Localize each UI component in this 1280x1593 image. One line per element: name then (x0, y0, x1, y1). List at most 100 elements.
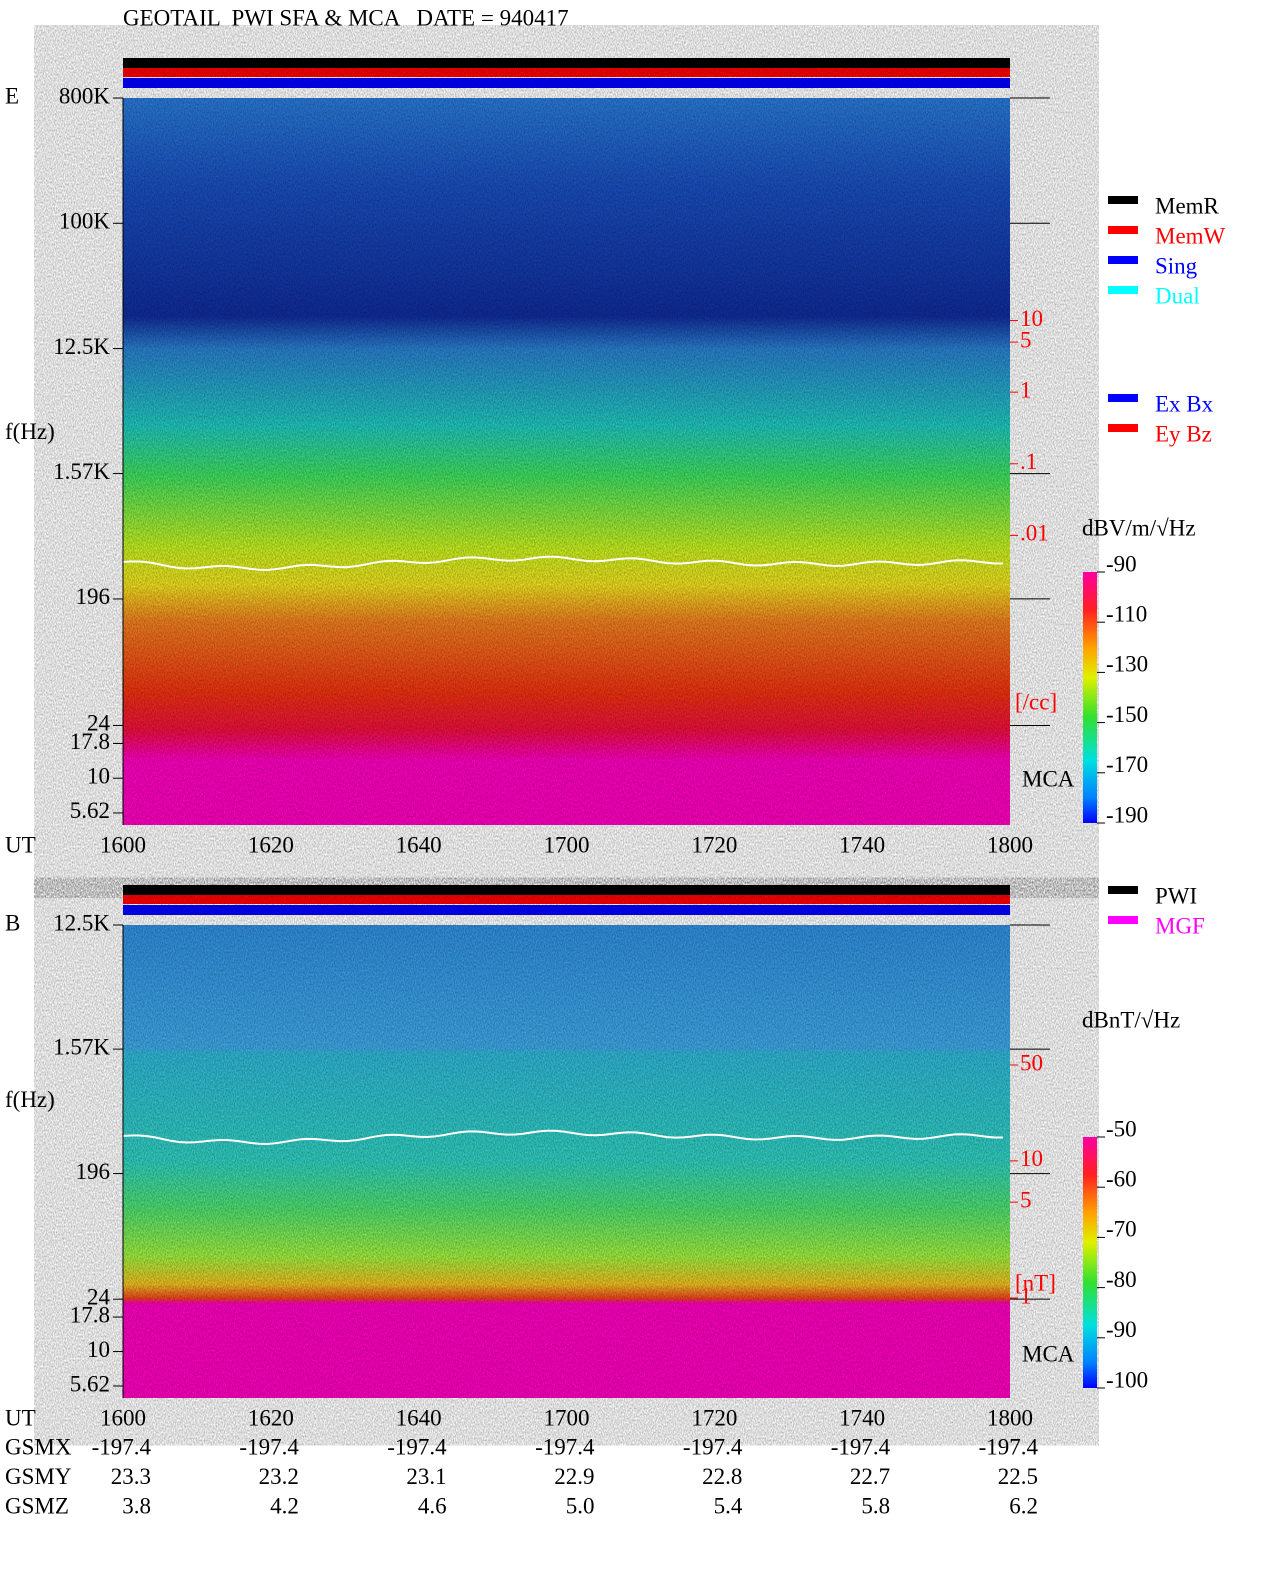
colorbar-tick-label: -150 (1106, 702, 1148, 727)
y-tick-label: 12.5K (53, 334, 110, 359)
legend-swatch (1108, 226, 1138, 234)
legend-swatch (1108, 916, 1138, 924)
colorbar-label: dBnT/√Hz (1082, 1007, 1180, 1032)
legend-swatch (1108, 394, 1138, 402)
x-axis-label: UT (5, 1405, 36, 1430)
status-bar (123, 68, 1010, 77)
x-tick-label: 1700 (544, 1405, 590, 1430)
colorbar-label: dBV/m/√Hz (1082, 515, 1196, 540)
x-tick-label: 1740 (839, 832, 885, 857)
y-tick-label: 12.5K (53, 910, 110, 935)
legend-label: MemW (1155, 223, 1226, 248)
x-tick-label: 1640 (396, 1405, 442, 1430)
orbit-value: -197.4 (387, 1434, 447, 1459)
status-bar (123, 885, 1010, 895)
x-tick-label: 1700 (544, 832, 590, 857)
legend-label: Dual (1155, 283, 1200, 308)
y2-tick-label: 10 (1020, 1146, 1043, 1171)
y-tick-label: 1.57K (53, 459, 110, 484)
orbit-value: 22.5 (998, 1464, 1038, 1489)
page-title: GEOTAIL PWI SFA & MCA DATE = 940417 (123, 5, 569, 30)
x-tick-label: 1800 (987, 1405, 1033, 1430)
orbit-value: 6.2 (1009, 1493, 1038, 1518)
orbit-value: -197.4 (979, 1434, 1039, 1459)
orbit-value: 23.2 (259, 1464, 299, 1489)
colorbar-tick-label: -50 (1106, 1116, 1137, 1141)
panel-label: E (5, 83, 19, 108)
y2-tick-label: 50 (1020, 1050, 1043, 1075)
y-tick-label: 196 (76, 584, 111, 609)
legend-label: Ex Bx (1155, 391, 1214, 416)
colorbar (1083, 1137, 1097, 1388)
orbit-value: 4.6 (418, 1493, 447, 1518)
colorbar-tick-label: -60 (1106, 1166, 1137, 1191)
y-tick-label: 100K (59, 209, 111, 234)
y-tick-label: 24 (87, 711, 111, 736)
colorbar-tick-label: -80 (1106, 1267, 1137, 1292)
legend-label: Ey Bz (1155, 421, 1212, 446)
legend-swatch (1108, 196, 1138, 204)
legend-label: PWI (1155, 883, 1197, 908)
y-axis-label: f(Hz) (5, 1087, 55, 1112)
legend-label: Sing (1155, 253, 1198, 278)
x-tick-label: 1620 (248, 832, 294, 857)
colorbar-tick-label: -170 (1106, 752, 1148, 777)
orbit-value: -197.4 (535, 1434, 595, 1459)
y2-tick-label: 1 (1020, 1283, 1032, 1308)
orbit-row-label: GSMY (5, 1464, 72, 1489)
colorbar (1083, 572, 1097, 823)
x-tick-label: 1640 (396, 832, 442, 857)
orbit-value: 5.4 (714, 1493, 743, 1518)
spectrogram-noise (123, 925, 1010, 1398)
y-tick-label: 196 (76, 1159, 111, 1184)
y-tick-label: 17.8 (70, 729, 110, 754)
orbit-row-label: GSMX (5, 1434, 72, 1459)
status-bar (123, 78, 1010, 88)
x-tick-label: 1740 (839, 1405, 885, 1430)
orbit-value: 22.8 (702, 1464, 742, 1489)
x-tick-label: 1600 (100, 1405, 146, 1430)
x-tick-label: 1620 (248, 1405, 294, 1430)
panel-label: B (5, 910, 20, 935)
legend-swatch (1108, 256, 1138, 264)
colorbar-tick-label: -90 (1106, 551, 1137, 576)
plasma-line (122, 555, 1003, 572)
y2-tick-label: 5 (1020, 327, 1032, 352)
legend-label: MemR (1155, 193, 1220, 218)
colorbar-tick-label: -130 (1106, 652, 1148, 677)
orbit-value: -197.4 (683, 1434, 743, 1459)
orbit-value: 5.8 (861, 1493, 890, 1518)
y-tick-label: 5.62 (70, 1371, 110, 1396)
y-tick-label: 1.57K (53, 1034, 110, 1059)
plasma-line (122, 1129, 1003, 1146)
orbit-value: -197.4 (92, 1434, 152, 1459)
x-tick-label: 1800 (987, 832, 1033, 857)
status-bar (123, 58, 1010, 68)
y2-tick-label: 5 (1020, 1187, 1032, 1212)
colorbar-tick-label: -70 (1106, 1217, 1137, 1242)
y2-tick-label: .1 (1020, 449, 1037, 474)
y-axis-label: f(Hz) (5, 419, 55, 444)
orbit-value: 3.8 (122, 1493, 151, 1518)
colorbar-tick-label: -110 (1106, 601, 1147, 626)
legend-swatch (1108, 886, 1138, 894)
y2-axis-label: [/cc] (1015, 689, 1057, 714)
x-tick-label: 1720 (691, 1405, 737, 1430)
orbit-value: -197.4 (831, 1434, 891, 1459)
y-tick-label: 10 (87, 1337, 110, 1362)
legend-swatch (1108, 286, 1138, 294)
legend-swatch (1108, 424, 1138, 432)
y-tick-label: 24 (87, 1284, 111, 1309)
orbit-value: 5.0 (566, 1493, 595, 1518)
y2-tick-label: 10 (1020, 306, 1043, 331)
orbit-value: 4.2 (270, 1493, 299, 1518)
annotation: MCA (1022, 1341, 1075, 1366)
colorbar-tick-label: -90 (1106, 1317, 1137, 1342)
status-bar (123, 895, 1010, 904)
colorbar-tick-label: -190 (1106, 802, 1148, 827)
orbit-value: 23.1 (406, 1464, 446, 1489)
y-tick-label: 800K (59, 83, 111, 108)
y2-axis-label: [nT] (1015, 1270, 1056, 1295)
y2-tick-label: .01 (1020, 521, 1049, 546)
